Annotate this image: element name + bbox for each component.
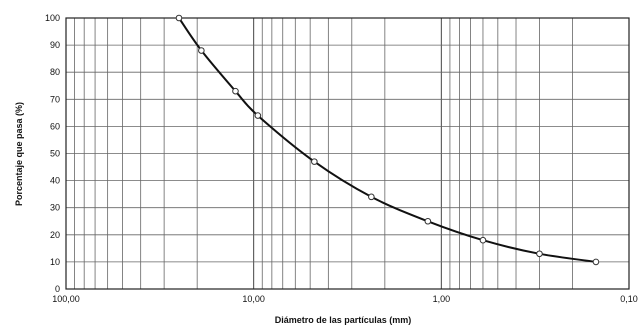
x-axis-title: Diámetro de las partículas (mm) [275, 315, 412, 325]
data-point [479, 236, 487, 244]
data-point [198, 47, 205, 54]
x-tick-label: 1,00 [433, 294, 451, 304]
y-tick-labels: 0 10 20 30 40 50 60 70 80 90 100 [45, 13, 60, 294]
y-tick-label: 90 [50, 40, 60, 50]
y-tick-label: 40 [50, 176, 60, 186]
x-tick-label: 10,00 [242, 294, 265, 304]
y-tick-label: 0 [55, 284, 60, 294]
data-point [175, 14, 183, 22]
y-axis-title: Porcentaje que pasa (%) [14, 102, 24, 206]
y-tick-label: 50 [50, 149, 60, 159]
data-point [536, 250, 543, 258]
y-tick-label: 80 [50, 67, 60, 77]
data-point [368, 193, 375, 201]
y-tick-label: 70 [50, 94, 60, 104]
y-tick-label: 10 [50, 257, 60, 267]
x-tick-label: 100,00 [52, 294, 80, 304]
x-tick-labels: 100,00 10,00 1,00 0,10 [52, 294, 638, 304]
data-point [311, 158, 318, 165]
y-tick-label: 30 [50, 203, 60, 213]
data-point [424, 217, 432, 225]
y-tick-label: 100 [45, 13, 60, 23]
data-series [175, 14, 600, 266]
plot-frame [65, 17, 630, 290]
data-point [254, 112, 262, 119]
plot-border [65, 17, 630, 290]
grid [66, 17, 629, 290]
y-tick-label: 20 [50, 230, 60, 240]
data-point [592, 258, 600, 266]
series-line [178, 17, 597, 263]
data-point [232, 87, 239, 95]
x-tick-label: 0,10 [620, 294, 638, 304]
y-tick-label: 60 [50, 121, 60, 131]
